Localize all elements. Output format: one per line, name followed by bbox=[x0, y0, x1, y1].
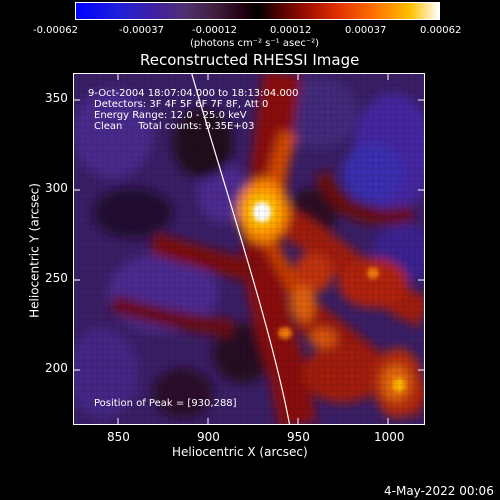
colorbar-tick-5: 0.00037 bbox=[345, 25, 387, 36]
x-tick-label: 900 bbox=[197, 430, 220, 444]
info-time-range: 9-Oct-2004 18:07:04.000 to 18:13:04.000 bbox=[88, 88, 299, 99]
rhessi-image-svg bbox=[68, 69, 434, 429]
y-tick-label: 250 bbox=[45, 271, 68, 285]
info-detectors: Detectors: 3F 4F 5F 6F 7F 8F, Att 0 bbox=[94, 99, 269, 110]
info-clean-counts: Clean Total counts: 9.35E+03 bbox=[94, 121, 255, 132]
colorbar-tick-4: 0.00012 bbox=[270, 25, 312, 36]
colorbar-tick-2: -0.00037 bbox=[119, 25, 164, 36]
colorbar-tick-1: -0.00062 bbox=[33, 25, 78, 36]
y-axis-label: Heliocentric Y (arcsec) bbox=[27, 183, 42, 318]
colorbar-tick-3: -0.00012 bbox=[192, 25, 237, 36]
colorbar-unit-label: (photons cm⁻² s⁻¹ asec⁻²) bbox=[190, 38, 320, 49]
rhessi-image: 9-Oct-2004 18:07:04.000 to 18:13:04.000 … bbox=[68, 69, 434, 429]
solar-limb-curve bbox=[190, 70, 291, 428]
footer-date: 4-May-2022 00:06 bbox=[384, 484, 494, 498]
x-tick-label: 950 bbox=[287, 430, 310, 444]
colorbar bbox=[75, 2, 440, 20]
x-tick-label: 1000 bbox=[374, 430, 405, 444]
y-tick-label: 300 bbox=[45, 181, 68, 195]
x-axis-label: Heliocentric X (arcsec) bbox=[172, 445, 308, 459]
plot-title: Reconstructed RHESSI Image bbox=[140, 51, 360, 69]
y-tick-label: 200 bbox=[45, 361, 68, 375]
info-energy-range: Energy Range: 12.0 - 25.0 keV bbox=[94, 110, 247, 121]
peak-position-text: Position of Peak = [930,288] bbox=[94, 398, 237, 409]
y-tick-label: 350 bbox=[45, 91, 68, 105]
colorbar-tick-6: 0.00062 bbox=[420, 25, 462, 36]
x-tick-label: 850 bbox=[107, 430, 130, 444]
